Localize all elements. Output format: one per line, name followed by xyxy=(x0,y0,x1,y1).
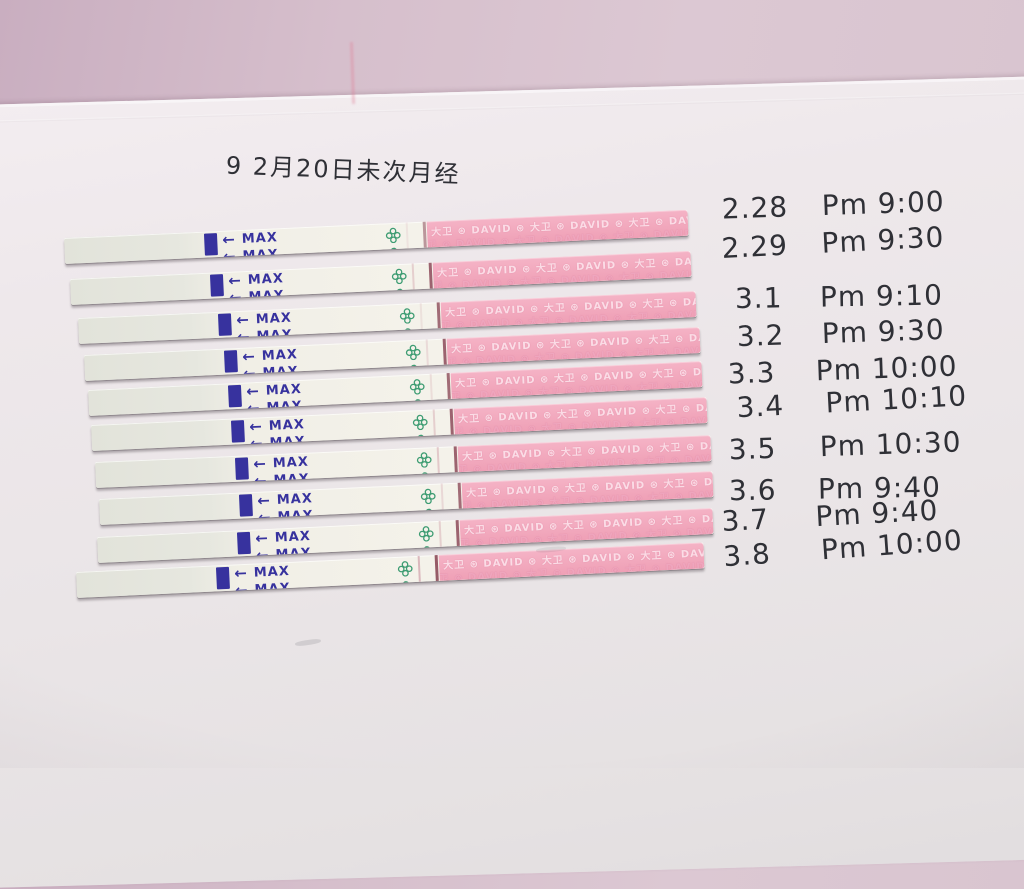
david-clover-icon xyxy=(420,488,436,505)
david-clover-icon xyxy=(397,561,413,577)
log-date: 3.7 xyxy=(720,502,770,538)
log-date: 3.4 xyxy=(735,388,785,425)
log-date: 3.5 xyxy=(728,431,777,467)
log-date: 3.3 xyxy=(727,355,776,391)
log-time: Pm 9:30 xyxy=(820,220,946,260)
david-clover-icon xyxy=(418,526,434,542)
david-clover-icon xyxy=(399,308,415,324)
log-date: 3.2 xyxy=(736,318,785,354)
log-date: 2.28 xyxy=(721,190,789,226)
david-clover-icon xyxy=(385,227,401,244)
log-time: Pm 9:10 xyxy=(819,278,944,314)
log-date: 2.29 xyxy=(720,228,789,265)
log-date: 3.8 xyxy=(722,536,772,574)
david-clover-icon xyxy=(416,452,432,468)
david-clover-icon xyxy=(391,268,407,285)
log-time: Pm 9:00 xyxy=(821,184,946,223)
log-time: Pm 10:10 xyxy=(824,379,968,420)
log-date: 3.1 xyxy=(734,281,783,316)
log-time: Pm 9:30 xyxy=(821,312,946,351)
david-clover-icon xyxy=(405,344,421,361)
david-clover-icon xyxy=(409,379,425,395)
david-clover-icon xyxy=(412,414,428,431)
log-time: Pm 10:30 xyxy=(819,425,963,464)
